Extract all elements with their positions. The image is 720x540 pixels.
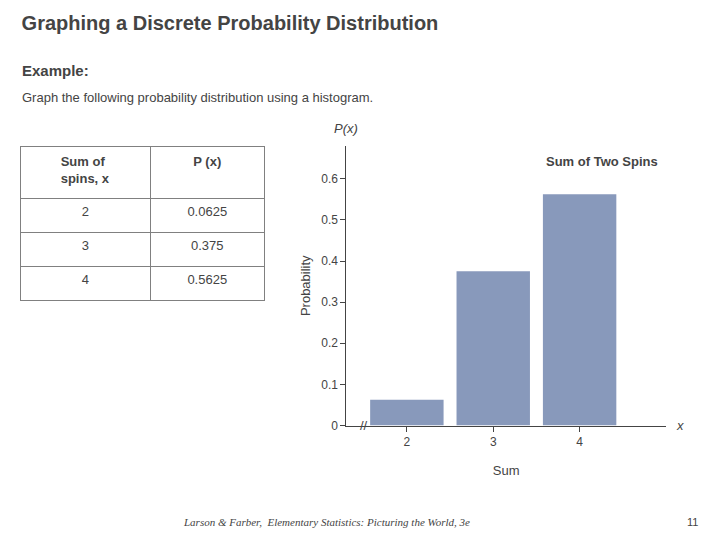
svg-text:P (x): P (x)	[193, 154, 221, 169]
svg-text:0.6: 0.6	[321, 172, 338, 186]
svg-text:3: 3	[82, 238, 89, 253]
svg-text:3: 3	[490, 435, 497, 449]
svg-text:0.5625: 0.5625	[187, 272, 227, 287]
svg-text:2: 2	[82, 204, 89, 219]
svg-text:0.2: 0.2	[321, 336, 338, 350]
svg-text:P(x): P(x)	[334, 121, 358, 136]
svg-text:0.0625: 0.0625	[187, 204, 227, 219]
svg-text:0: 0	[331, 419, 338, 433]
svg-text:Sum: Sum	[493, 463, 520, 478]
svg-text:0.3: 0.3	[321, 295, 338, 309]
svg-text:0.1: 0.1	[321, 378, 338, 392]
svg-text:4: 4	[576, 435, 583, 449]
svg-text:Graph the following probabilit: Graph the following probability distribu…	[22, 90, 373, 105]
svg-text:Sum of Two Spins: Sum of Two Spins	[546, 154, 658, 169]
svg-text:0.4: 0.4	[321, 254, 338, 268]
svg-text:0.375: 0.375	[191, 238, 224, 253]
svg-text:x: x	[676, 418, 684, 433]
svg-text:Graphing a Discrete Probabilit: Graphing a Discrete Probability Distribu…	[22, 12, 439, 34]
svg-text:11: 11	[687, 516, 698, 528]
svg-text:4: 4	[82, 272, 89, 287]
svg-text:0.5: 0.5	[321, 213, 338, 227]
svg-text:Sum ofspins, x: Sum ofspins, x	[61, 154, 110, 186]
svg-text:2: 2	[404, 435, 411, 449]
svg-text:Probability: Probability	[298, 255, 313, 316]
svg-text:Larson & Farber, Elementary S: Larson & Farber, Elementary Statistics: …	[183, 516, 470, 528]
svg-text:Example:: Example:	[22, 62, 89, 79]
svg-text://: //	[360, 418, 368, 433]
